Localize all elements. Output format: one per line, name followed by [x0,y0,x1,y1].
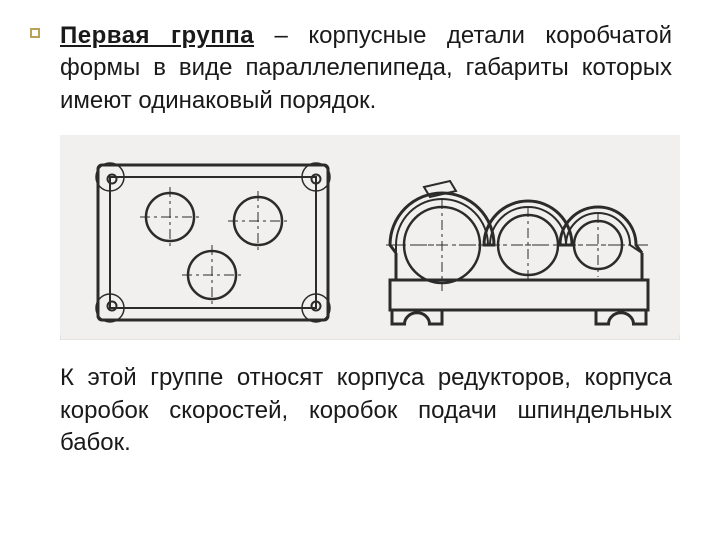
paragraph-2: К этой группе относят корпуса редукторов… [60,362,672,459]
figure-container [60,135,680,340]
group-title: Первая группа [60,22,254,49]
bullet-marker [30,28,40,38]
technical-drawing [60,135,680,335]
paragraph-1: Первая группа – корпусные детали коробча… [60,20,672,117]
slide: Первая группа – корпусные детали коробча… [0,0,720,540]
